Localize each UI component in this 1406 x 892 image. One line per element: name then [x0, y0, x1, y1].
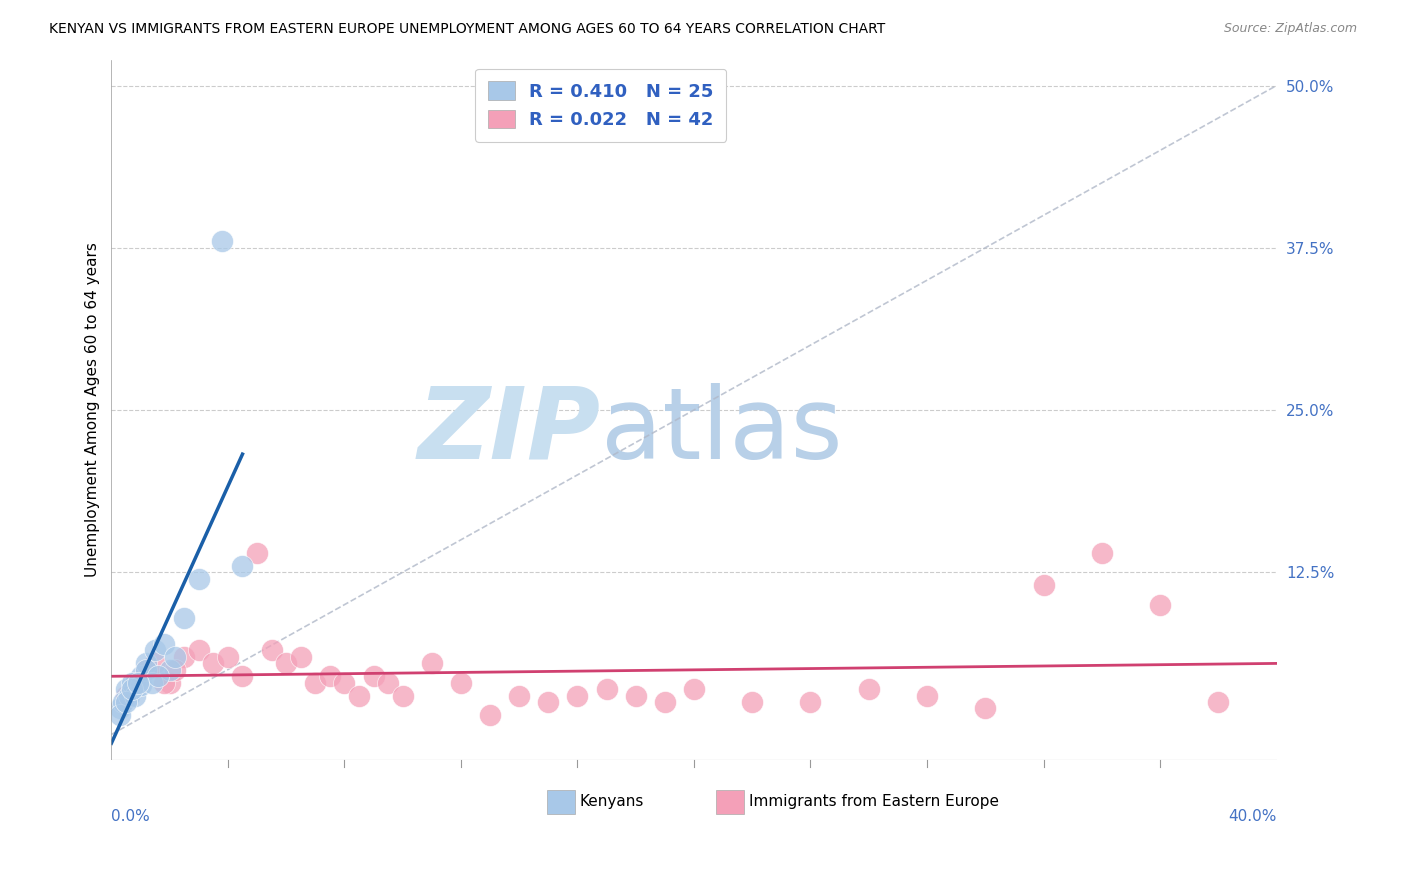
Point	[146, 669, 169, 683]
Point	[1206, 695, 1229, 709]
Text: Kenyans: Kenyans	[579, 794, 644, 809]
Point	[141, 675, 163, 690]
Point	[118, 689, 141, 703]
Legend: R = 0.410   N = 25, R = 0.022   N = 42: R = 0.410 N = 25, R = 0.022 N = 42	[475, 69, 727, 142]
FancyBboxPatch shape	[716, 789, 744, 814]
Point	[159, 675, 181, 690]
Point	[1032, 578, 1054, 592]
Point	[153, 637, 176, 651]
Point	[319, 669, 342, 683]
Point	[135, 656, 157, 670]
Point	[347, 689, 370, 703]
Point	[537, 695, 560, 709]
Point	[129, 678, 152, 692]
Text: Source: ZipAtlas.com: Source: ZipAtlas.com	[1223, 22, 1357, 36]
Point	[135, 663, 157, 677]
Point	[231, 558, 253, 573]
Point	[333, 675, 356, 690]
Point	[654, 695, 676, 709]
Point	[741, 695, 763, 709]
Point	[1091, 546, 1114, 560]
Text: KENYAN VS IMMIGRANTS FROM EASTERN EUROPE UNEMPLOYMENT AMONG AGES 60 TO 64 YEARS : KENYAN VS IMMIGRANTS FROM EASTERN EUROPE…	[49, 22, 886, 37]
Point	[450, 675, 472, 690]
Point	[129, 669, 152, 683]
Point	[143, 643, 166, 657]
FancyBboxPatch shape	[547, 789, 575, 814]
Point	[624, 689, 647, 703]
Point	[159, 663, 181, 677]
Point	[135, 663, 157, 677]
Point	[124, 675, 146, 690]
Point	[108, 701, 131, 715]
Point	[187, 572, 209, 586]
Point	[115, 695, 138, 709]
Point	[124, 689, 146, 703]
Point	[231, 669, 253, 683]
Point	[420, 656, 443, 670]
Point	[115, 681, 138, 696]
Y-axis label: Unemployment Among Ages 60 to 64 years: Unemployment Among Ages 60 to 64 years	[86, 243, 100, 577]
Point	[187, 643, 209, 657]
Point	[127, 675, 149, 690]
Point	[260, 643, 283, 657]
Point	[121, 681, 143, 696]
Point	[173, 649, 195, 664]
Point	[246, 546, 269, 560]
Text: atlas: atlas	[600, 383, 842, 480]
Point	[173, 610, 195, 624]
Point	[108, 708, 131, 723]
Point	[377, 675, 399, 690]
Point	[121, 675, 143, 690]
Point	[391, 689, 413, 703]
Point	[217, 649, 239, 664]
Point	[124, 675, 146, 690]
Text: Immigrants from Eastern Europe: Immigrants from Eastern Europe	[749, 794, 998, 809]
Point	[363, 669, 385, 683]
Point	[915, 689, 938, 703]
Point	[290, 649, 312, 664]
Point	[858, 681, 880, 696]
Point	[567, 689, 589, 703]
Text: 0.0%: 0.0%	[111, 809, 150, 824]
Point	[165, 663, 187, 677]
Point	[276, 656, 298, 670]
Text: ZIP: ZIP	[418, 383, 600, 480]
Point	[143, 656, 166, 670]
Point	[799, 695, 821, 709]
Point	[165, 649, 187, 664]
Point	[304, 675, 326, 690]
Point	[211, 235, 233, 249]
Point	[479, 708, 502, 723]
Point	[1149, 598, 1171, 612]
Point	[683, 681, 706, 696]
Point	[153, 675, 176, 690]
Point	[202, 656, 225, 670]
Point	[115, 689, 138, 703]
Point	[974, 701, 997, 715]
Point	[595, 681, 617, 696]
Point	[112, 695, 135, 709]
Text: 40.0%: 40.0%	[1229, 809, 1277, 824]
Point	[508, 689, 530, 703]
